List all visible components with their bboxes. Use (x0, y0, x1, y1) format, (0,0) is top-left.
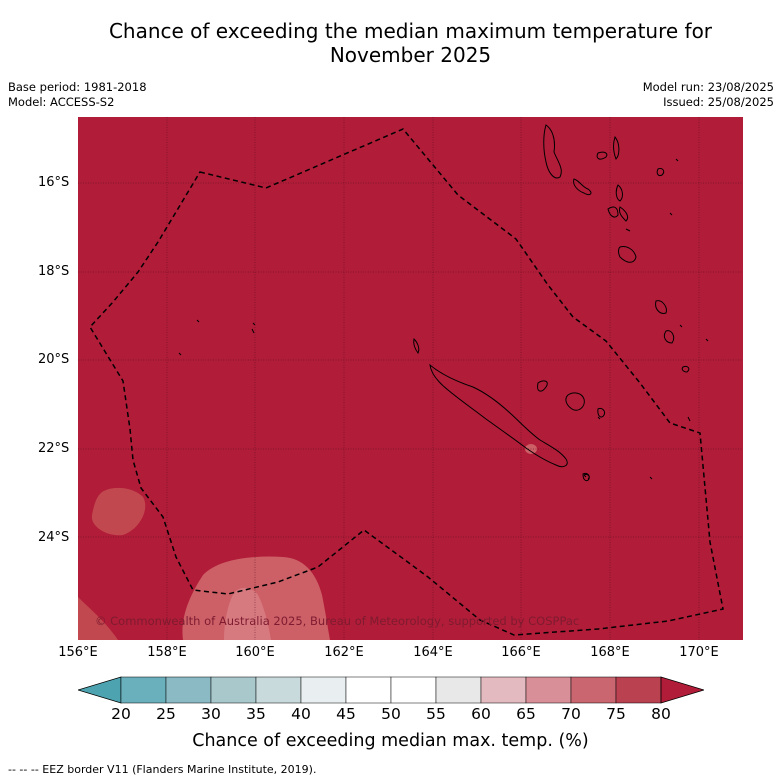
map-panel[interactable]: © Commonwealth of Australia 2025, Bureau… (78, 117, 743, 640)
colorbar-tick-40: 40 (291, 705, 311, 723)
isle-of-pines-outline (582, 472, 590, 482)
chart-title: Chance of exceeding the median maximum t… (40, 19, 781, 67)
model-name: Model: ACCESS-S2 (8, 95, 115, 109)
lon-label-166e: 166°E (501, 645, 541, 660)
gridlines (78, 117, 743, 640)
colorbar-segment-25-30 (165, 676, 212, 704)
colorbar-tick-50: 50 (381, 705, 401, 723)
model-run: Model run: 23/08/2025 (642, 80, 774, 94)
lon-label-162e: 162°E (324, 645, 364, 660)
colorbar-tick-60: 60 (471, 705, 491, 723)
lon-label-158e: 158°E (147, 645, 187, 660)
lat-label-22s: 22°S (38, 441, 70, 456)
colorbar-segment-35-40 (255, 676, 302, 704)
lat-label-16s: 16°S (38, 175, 70, 190)
metadata-left: Base period: 1981-2018 Model: ACCESS-S2 (8, 80, 147, 110)
colorbar-tick-35: 35 (246, 705, 266, 723)
matthew-hunter-outline (583, 474, 653, 480)
belep-islands-outline (413, 337, 420, 354)
title-line-2: November 2025 (329, 43, 492, 67)
lon-label-170e: 170°E (679, 645, 719, 660)
colorbar-segment-20-25 (120, 676, 167, 704)
lon-label-168e: 168°E (590, 645, 630, 660)
colorbar-tick-55: 55 (426, 705, 446, 723)
lon-label-156e: 156°E (58, 645, 98, 660)
colorbar-tick-30: 30 (201, 705, 221, 723)
vanuatu-outline (543, 124, 709, 373)
issued-date: Issued: 25/08/2025 (663, 95, 774, 109)
new-caledonia-outline (429, 363, 568, 468)
eez-border (89, 128, 724, 636)
probability-patch-southwest (78, 597, 118, 640)
colorbar-tick-80: 80 (651, 705, 671, 723)
colorbar-tick-20: 20 (111, 705, 131, 723)
colorbar-segment-65-70 (525, 676, 572, 704)
lon-label-160e: 160°E (235, 645, 275, 660)
colorbar-segment-75-80 (615, 676, 662, 704)
colorbar-segment-40-45 (300, 676, 347, 704)
colorbar-extend-high (660, 676, 704, 704)
probability-patch-west (91, 487, 146, 536)
colorbar-tick-25: 25 (156, 705, 176, 723)
colorbar-tick-70: 70 (561, 705, 581, 723)
copyright-notice: © Commonwealth of Australia 2025, Bureau… (95, 614, 580, 628)
colorbar-extend-low (78, 676, 122, 704)
lat-label-20s: 20°S (38, 352, 70, 367)
loyalty-islands-outline (537, 380, 605, 418)
colorbar-segment-30-35 (210, 676, 257, 704)
lat-label-24s: 24°S (38, 530, 70, 545)
colorbar-segment-45-50 (345, 676, 392, 704)
colorbar-segment-55-60 (435, 676, 482, 704)
title-line-1: Chance of exceeding the median maximum t… (108, 19, 713, 43)
lon-label-164e: 164°E (413, 645, 453, 660)
colorbar-segment-50-55 (390, 676, 437, 704)
probability-patch-south-inner (224, 587, 271, 640)
colorbar (78, 676, 704, 704)
colorbar-segment-70-75 (570, 676, 617, 704)
colorbar-tick-65: 65 (516, 705, 536, 723)
metadata-right: Model run: 23/08/2025 Issued: 25/08/2025 (643, 80, 774, 110)
colorbar-label: Chance of exceeding median max. temp. (%… (192, 731, 589, 751)
reef-islets-outline (178, 319, 691, 478)
colorbar-tick-75: 75 (606, 705, 626, 723)
colorbar-tick-45: 45 (336, 705, 356, 723)
eez-legend: -- -- -- EEZ border V11 (Flanders Marine… (8, 763, 317, 776)
colorbar-segment-60-65 (480, 676, 527, 704)
map-canvas[interactable] (78, 117, 743, 640)
lat-label-18s: 18°S (38, 264, 70, 279)
base-period: Base period: 1981-2018 (8, 80, 147, 94)
